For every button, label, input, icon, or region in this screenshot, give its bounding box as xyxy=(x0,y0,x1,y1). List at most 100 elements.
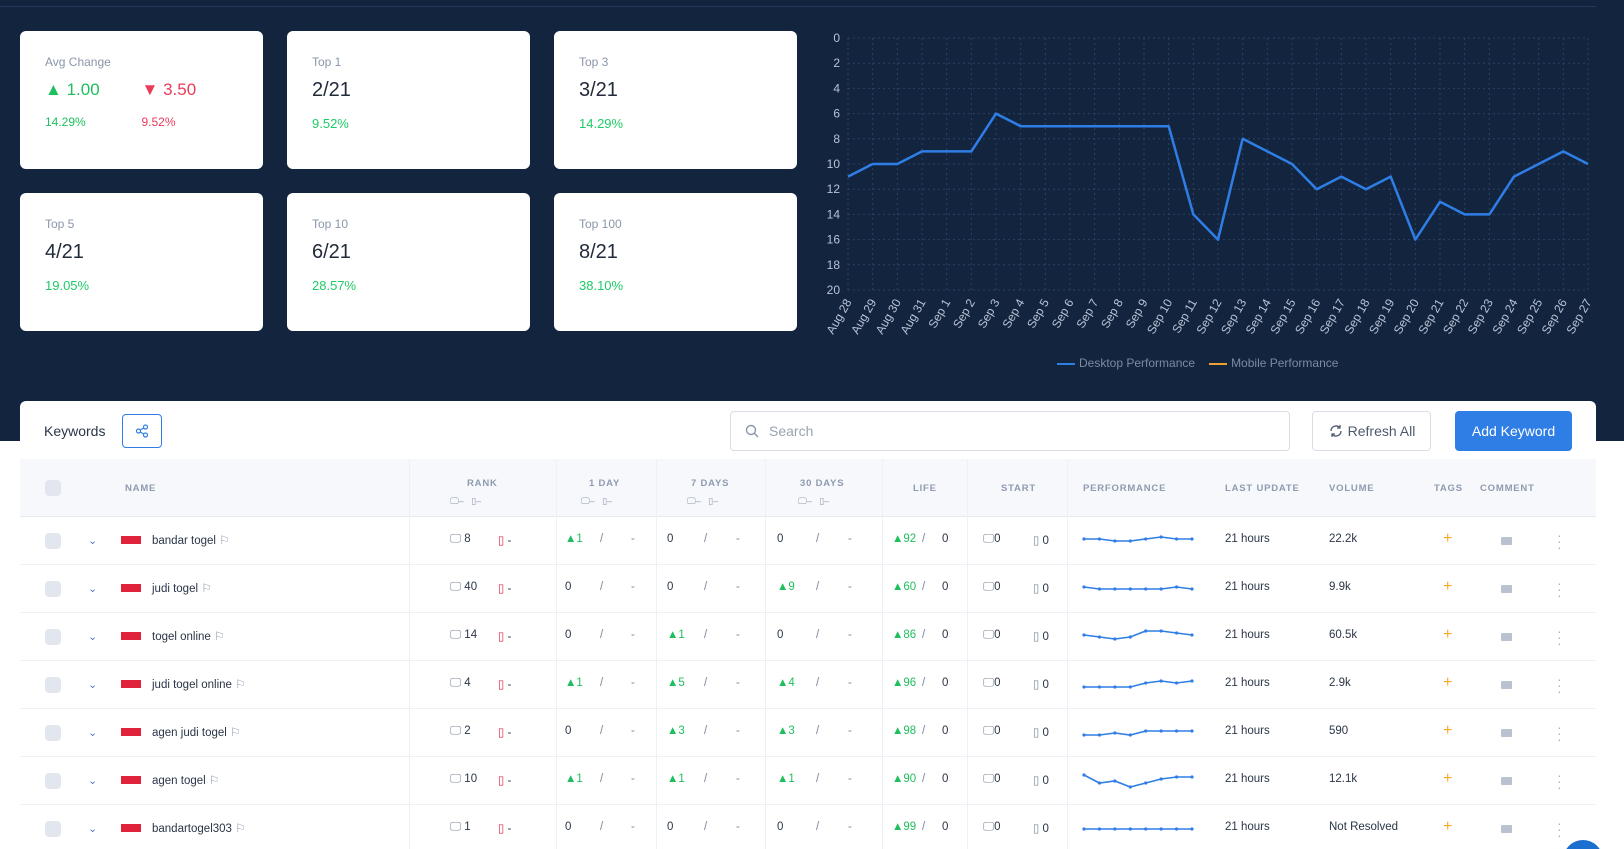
change-30days-mobile: - xyxy=(848,773,852,785)
legend-mobile[interactable]: Mobile Performance xyxy=(1209,356,1338,370)
table-row[interactable]: ⌄ judi togel ⚐ 🖵 40 ▯ - 0 / - 0 / - ▲9 / - ▲60 / 0 🖵0 ▯ 0… xyxy=(20,565,1596,613)
share-button[interactable] xyxy=(122,414,162,448)
comment-icon[interactable] xyxy=(1501,729,1512,737)
row-checkbox[interactable] xyxy=(45,581,61,597)
separator: / xyxy=(704,677,708,689)
col-30days[interactable]: 30 DAYS xyxy=(800,478,845,489)
change-1day: 0 xyxy=(565,725,572,737)
more-vertical-icon[interactable]: · · · xyxy=(1557,671,1562,699)
flag-outline-icon[interactable]: ⚐ xyxy=(214,631,225,643)
more-vertical-icon[interactable]: · · · xyxy=(1557,815,1562,843)
flag-outline-icon[interactable]: ⚐ xyxy=(201,583,212,595)
table-row[interactable]: ⌄ bandar togel ⚐ 🖵 8 ▯ - ▲1 / - 0 / - 0 / - ▲92 / 0 🖵0 ▯ … xyxy=(20,517,1596,565)
plus-icon[interactable]: + xyxy=(1443,626,1453,643)
y-tick-label: 0 xyxy=(833,31,840,45)
life-desktop: ▲60 xyxy=(892,581,917,593)
plus-icon[interactable]: + xyxy=(1443,674,1453,691)
keyword-name[interactable]: agen judi togel ⚐ xyxy=(152,727,241,739)
col-rank[interactable]: RANK xyxy=(467,478,498,489)
change-30days: 0 xyxy=(777,533,784,545)
comment-icon[interactable] xyxy=(1501,825,1512,833)
start-desktop: 🖵0 xyxy=(983,533,1001,545)
performance-sparkline xyxy=(1082,773,1194,789)
top3-card: Top 3 3/21 14.29% xyxy=(554,31,797,169)
keyword-name[interactable]: bandar togel ⚐ xyxy=(152,535,230,547)
separator: / xyxy=(704,581,708,593)
sparkline-path xyxy=(1083,586,1193,590)
more-vertical-icon[interactable]: · · · xyxy=(1557,623,1562,651)
chevron-down-icon[interactable]: ⌄ xyxy=(88,535,98,547)
comment-icon[interactable] xyxy=(1501,585,1512,593)
comment-icon[interactable] xyxy=(1501,777,1512,785)
day7-subheader: 🖵– ▯– xyxy=(687,496,719,506)
rank-mobile: ▯ - xyxy=(498,727,512,739)
plus-icon[interactable]: + xyxy=(1443,578,1453,595)
table-row[interactable]: ⌄ bandartogel303 ⚐ 🖵 1 ▯ - 0 / - 0 / - 0 / - ▲99 / 0 🖵0 ▯… xyxy=(20,805,1596,849)
flag-outline-icon[interactable]: ⚐ xyxy=(208,775,220,787)
last-update: 21 hours xyxy=(1225,725,1270,737)
flag-outline-icon[interactable]: ⚐ xyxy=(235,823,246,835)
more-vertical-icon[interactable]: · · · xyxy=(1557,767,1562,795)
separator: / xyxy=(922,821,926,833)
row-checkbox[interactable] xyxy=(45,533,61,549)
col-1day[interactable]: 1 DAY xyxy=(589,478,621,489)
separator: / xyxy=(704,725,708,737)
col-divider xyxy=(1067,459,1068,849)
col-last-update[interactable]: LAST UPDATE xyxy=(1225,483,1300,494)
x-tick-label: Sep 7 xyxy=(1073,296,1101,330)
col-name[interactable]: NAME xyxy=(125,483,157,494)
col-start[interactable]: START xyxy=(1001,483,1036,494)
table-row[interactable]: ⌄ judi togel online ⚐ 🖵 4 ▯ - ▲1 / - ▲5 / - ▲4 / - ▲9… xyxy=(20,661,1596,709)
comment-icon[interactable] xyxy=(1501,633,1512,641)
comment-icon[interactable] xyxy=(1501,537,1512,545)
flag-outline-icon[interactable]: ⚐ xyxy=(219,535,230,547)
plus-icon[interactable]: + xyxy=(1443,770,1453,787)
more-vertical-icon[interactable]: · · · xyxy=(1557,527,1562,555)
plus-icon[interactable]: + xyxy=(1443,818,1453,835)
row-checkbox[interactable] xyxy=(45,725,61,741)
row-checkbox[interactable] xyxy=(45,821,61,837)
table-row[interactable]: ⌄ togel online ⚐ 🖵 14 ▯ - 0 / - ▲1 / - 0 / - ▲86 / 0 🖵0 ▯… xyxy=(20,613,1596,661)
sparkline-point xyxy=(1174,729,1179,733)
keyword-name[interactable]: judi togel ⚐ xyxy=(152,583,212,595)
row-checkbox[interactable] xyxy=(45,629,61,645)
table-row[interactable]: ⌄ agen judi togel ⚐ 🖵 2 ▯ - 0 / - ▲3 / - ▲3 / - ▲98 / 0… xyxy=(20,709,1596,757)
row-checkbox[interactable] xyxy=(45,677,61,693)
row-checkbox[interactable] xyxy=(45,773,61,789)
plus-icon[interactable]: + xyxy=(1443,530,1453,547)
change-30days-mobile: - xyxy=(848,677,852,689)
refresh-all-button[interactable]: Refresh All xyxy=(1312,411,1431,451)
comment-icon[interactable] xyxy=(1501,681,1512,689)
change-30days: 0 xyxy=(777,821,784,833)
card-pct: 9.52% xyxy=(312,116,349,131)
legend-desktop[interactable]: Desktop Performance xyxy=(1057,356,1195,370)
chevron-down-icon[interactable]: ⌄ xyxy=(88,679,98,691)
col-life[interactable]: LIFE xyxy=(913,483,937,494)
chevron-down-icon[interactable]: ⌄ xyxy=(88,823,98,835)
keyword-name[interactable]: bandartogel303 ⚐ xyxy=(152,823,246,835)
life-mobile: 0 xyxy=(942,773,949,785)
keyword-name[interactable]: togel online ⚐ xyxy=(152,631,225,643)
chevron-down-icon[interactable]: ⌄ xyxy=(88,775,98,787)
flag-outline-icon[interactable]: ⚐ xyxy=(235,679,246,691)
col-7days[interactable]: 7 DAYS xyxy=(691,478,730,489)
table-row[interactable]: ⌄ agen togel ⚐ 🖵 10 ▯ - ▲1 / - ▲1 / - ▲1 / - ▲90 / 0 🖵0 ▯… xyxy=(20,757,1596,805)
chat-widget-button[interactable] xyxy=(1563,840,1603,849)
chevron-down-icon[interactable]: ⌄ xyxy=(88,631,98,643)
flag-outline-icon[interactable]: ⚐ xyxy=(230,727,241,739)
col-volume[interactable]: VOLUME xyxy=(1329,483,1375,494)
sparkline-point xyxy=(1128,827,1132,831)
keyword-name[interactable]: agen togel ⚐ xyxy=(152,775,220,787)
add-keyword-button[interactable]: Add Keyword xyxy=(1455,411,1572,451)
life-mobile: 0 xyxy=(942,629,949,641)
search-input[interactable] xyxy=(769,420,1269,442)
chevron-down-icon[interactable]: ⌄ xyxy=(88,727,98,739)
chevron-down-icon[interactable]: ⌄ xyxy=(88,583,98,595)
plus-icon[interactable]: + xyxy=(1443,722,1453,739)
keyword-name[interactable]: judi togel online ⚐ xyxy=(152,679,246,691)
select-all-checkbox[interactable] xyxy=(45,480,61,496)
more-vertical-icon[interactable]: · · · xyxy=(1557,575,1562,603)
col-tags: TAGS xyxy=(1434,483,1463,494)
mobile-icon: ▯ xyxy=(498,583,505,595)
more-vertical-icon[interactable]: · · · xyxy=(1557,719,1562,747)
